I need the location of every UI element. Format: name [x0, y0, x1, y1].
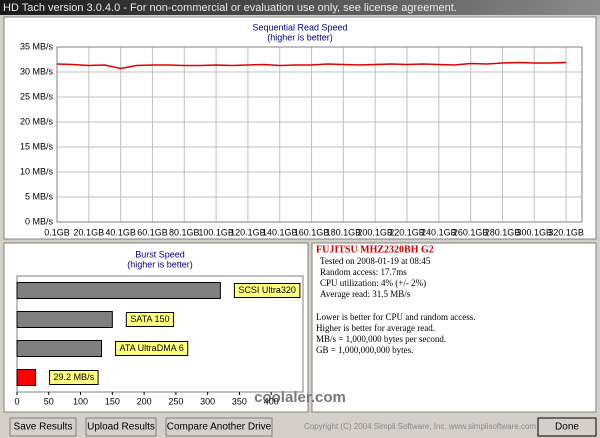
y-tick-label: 5 MB/s: [25, 191, 54, 201]
x-tick-label: 320.1GB: [548, 227, 584, 237]
button[interactable]: [85, 417, 157, 437]
window-title: HD Tach version 3.0.4.0 - For non-commer…: [3, 2, 457, 14]
drive-stat: Average read: 31.5 MB/s: [320, 289, 411, 299]
x-tick-label: 260.1GB: [453, 227, 489, 237]
label-box: [233, 283, 301, 298]
info-panel: [311, 242, 597, 413]
x-tick-label: 250: [168, 396, 183, 406]
plot-frame: [16, 275, 304, 393]
label-box: [125, 312, 175, 327]
x-tick-label: 350: [232, 396, 247, 406]
label-box: [49, 370, 99, 385]
button-label[interactable]: Compare Another Drive: [167, 422, 272, 433]
bar: [16, 369, 37, 386]
y-tick-label: 30 MB/s: [20, 66, 54, 76]
x-tick-label: 300.1GB: [517, 227, 553, 237]
button[interactable]: [9, 417, 77, 437]
label-box: [115, 341, 189, 356]
bar-label: SATA 150: [130, 314, 169, 324]
button-label[interactable]: Upload Results: [87, 422, 155, 433]
x-tick-label: 100: [73, 396, 88, 406]
y-tick-label: 25 MB/s: [20, 91, 54, 101]
x-tick-label: 280.1GB: [485, 227, 521, 237]
x-tick-label: 220.1GB: [389, 227, 425, 237]
y-tick-label: 20 MB/s: [20, 116, 54, 126]
drive-stat: Tested on 2008-01-19 at 08:45: [320, 256, 431, 266]
read-line: [56, 61, 567, 70]
bar-label: ATA UltraDMA 6: [120, 343, 184, 353]
x-tick-label: 100.1GB: [198, 227, 234, 237]
button[interactable]: [537, 417, 597, 437]
button-label[interactable]: Save Results: [14, 422, 73, 433]
bar: [16, 340, 103, 357]
x-tick-label: 240.1GB: [421, 227, 457, 237]
y-tick-label: 15 MB/s: [20, 141, 54, 151]
bar-label: 29.2 MB/s: [54, 372, 95, 382]
plot-frame: [56, 46, 583, 223]
note: GB = 1,000,000,000 bytes.: [316, 345, 413, 355]
x-tick-label: 0.1GB: [44, 227, 70, 237]
watermark: coolaler.com: [254, 389, 346, 406]
drive-name: FUJITSU MHZ2320BH G2: [316, 244, 434, 255]
note: MB/s = 1,000,000 bytes per second.: [316, 334, 446, 344]
x-tick-label: 180.1GB: [326, 227, 362, 237]
drive-stat: Random access: 17.7ms: [320, 267, 407, 277]
read-panel: [3, 16, 597, 240]
x-tick-label: 50: [44, 396, 54, 406]
bar: [16, 282, 221, 299]
copyright: Copyright (C) 2004 Simpli Software, Inc.…: [304, 422, 536, 431]
title-bar: [0, 0, 600, 15]
button-label[interactable]: Done: [555, 422, 579, 433]
chart-subtitle: (higher is better): [127, 259, 193, 269]
chart-subtitle: (higher is better): [267, 32, 333, 42]
x-tick-label: 20.1GB: [74, 227, 105, 237]
x-tick-label: 150: [105, 396, 120, 406]
y-tick-label: 0 MB/s: [25, 216, 54, 226]
y-tick-label: 10 MB/s: [20, 166, 54, 176]
note: Lower is better for CPU and random acces…: [316, 312, 475, 322]
x-tick-label: 400: [264, 396, 279, 406]
x-tick-label: 60.1GB: [137, 227, 168, 237]
x-tick-label: 0: [14, 396, 19, 406]
bar-label: SCSI Ultra320: [238, 285, 296, 295]
y-tick-label: 35 MB/s: [20, 41, 54, 51]
x-tick-label: 40.1GB: [105, 227, 136, 237]
x-tick-label: 120.1GB: [230, 227, 266, 237]
bar: [16, 311, 113, 328]
x-tick-label: 80.1GB: [169, 227, 200, 237]
note: Higher is better for average read.: [316, 323, 435, 333]
chart-title: Sequential Read Speed: [252, 22, 347, 32]
x-tick-label: 300: [200, 396, 215, 406]
drive-stat: CPU utilization: 4% (+/- 2%): [320, 278, 426, 288]
chart-title: Burst Speed: [135, 249, 185, 259]
x-tick-label: 140.1GB: [262, 227, 298, 237]
x-tick-label: 200: [137, 396, 152, 406]
x-tick-label: 200.1GB: [357, 227, 393, 237]
x-tick-label: 160.1GB: [294, 227, 330, 237]
button[interactable]: [165, 417, 273, 437]
